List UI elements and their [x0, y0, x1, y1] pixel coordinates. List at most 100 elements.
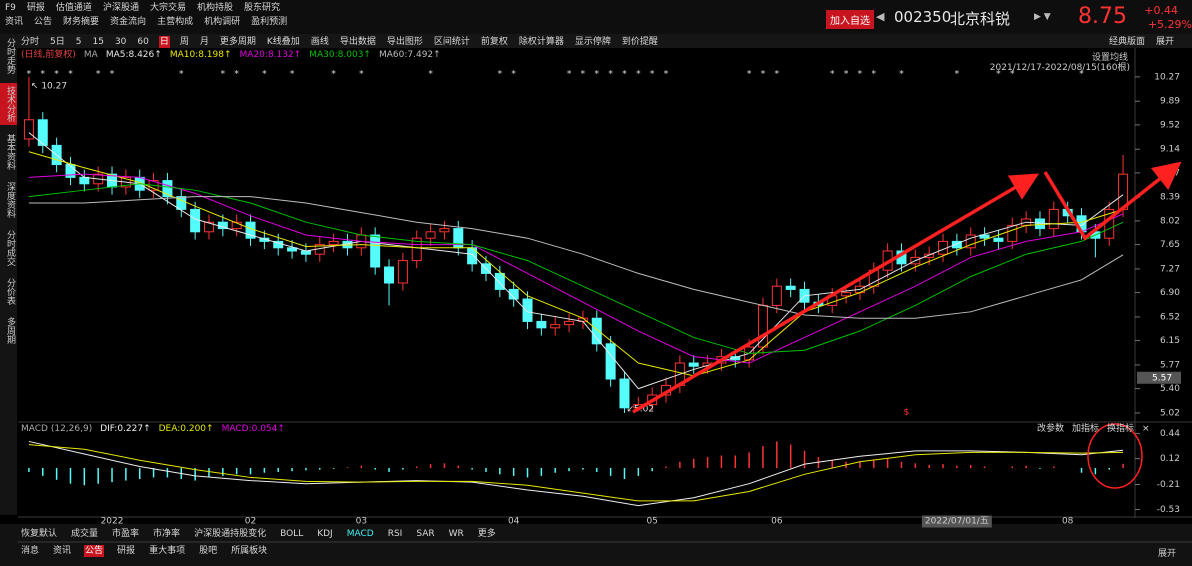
- menu-item[interactable]: 公告: [34, 17, 53, 27]
- toolbar-item[interactable]: 周: [179, 37, 189, 47]
- y-tick-label: 7.27: [1160, 264, 1180, 274]
- bottom-tab[interactable]: 消息: [21, 546, 40, 556]
- toolbar-item[interactable]: 经典版面: [1109, 37, 1146, 47]
- signal-mark: *: [234, 70, 239, 80]
- indicator-tab[interactable]: RSI: [387, 529, 403, 539]
- bottom-tab[interactable]: 股吧: [199, 546, 218, 556]
- side-tab[interactable]: 技术分析: [0, 83, 17, 125]
- cursor-box: [1137, 371, 1181, 384]
- menu-item[interactable]: 大宗交易: [149, 3, 186, 13]
- menu-item[interactable]: 估值通道: [55, 3, 92, 13]
- side-tab[interactable]: 分价表: [5, 278, 15, 305]
- toolbar-item[interactable]: 前复权: [480, 37, 508, 47]
- candle-body: [522, 298, 533, 322]
- legend-ma: MA: [83, 50, 98, 60]
- toolbar-item[interactable]: 导出数据: [339, 37, 376, 47]
- add-watch-button[interactable]: 加入自选: [826, 10, 874, 29]
- expand-button[interactable]: 展开: [1158, 549, 1177, 559]
- indicator-tab[interactable]: BOLL: [280, 529, 304, 539]
- bottom-tab[interactable]: 重大事项: [149, 546, 186, 556]
- signal-mark: *: [498, 70, 503, 80]
- bottom-tab[interactable]: 研报: [117, 546, 136, 556]
- highlight-circle: [1087, 423, 1143, 489]
- indicator-button[interactable]: 换指标: [1107, 424, 1135, 434]
- menu-item[interactable]: 资讯: [5, 17, 24, 27]
- menu-item[interactable]: 机构调研: [204, 17, 241, 27]
- candle-body: [605, 343, 616, 380]
- macd-legend: MACD (12,26,9) DIF:0.227↑ DEA:0.200↑ MACD:…: [20, 423, 286, 435]
- y-tick-label: 6.15: [1160, 336, 1180, 346]
- bottom-tab[interactable]: 公告: [84, 545, 105, 557]
- indicator-tab[interactable]: 市盈率: [112, 529, 140, 539]
- side-tab[interactable]: 分时成交: [5, 230, 15, 266]
- toolbar-item[interactable]: K线叠加: [266, 37, 300, 47]
- indicator-tab[interactable]: WR: [448, 529, 464, 539]
- toolbar-item[interactable]: 区间统计: [433, 37, 470, 47]
- menu-item[interactable]: 研报: [26, 3, 45, 13]
- toolbar-item[interactable]: 显示停牌: [574, 37, 611, 47]
- bottom-tabs: 消息 资讯 公告 研报 重大事项 股吧 所属板块: [20, 545, 268, 557]
- y-tick-label: -0.21: [1157, 480, 1180, 490]
- indicator-tab[interactable]: 恢复默认: [21, 529, 58, 539]
- prev-arrow[interactable]: ◀: [876, 10, 885, 23]
- indicator-tab[interactable]: KDJ: [317, 529, 333, 539]
- indicator-button[interactable]: 加指标: [1072, 424, 1100, 434]
- menu-item[interactable]: 资金流向: [110, 17, 147, 27]
- cursor-date-box: [921, 515, 992, 528]
- toolbar-item[interactable]: 月: [199, 37, 209, 47]
- side-tab[interactable]: 深度资料: [5, 182, 15, 218]
- toolbar-item[interactable]: 导出图形: [386, 37, 423, 47]
- side-tab[interactable]: 基本资料: [5, 134, 15, 170]
- candle-body: [176, 196, 187, 210]
- indicator-tab[interactable]: MACD: [346, 529, 374, 539]
- signal-mark: *: [608, 70, 613, 80]
- candle-body: [203, 221, 214, 233]
- candle-body: [1034, 218, 1045, 230]
- toolbar-item[interactable]: 更多周期: [219, 37, 256, 47]
- side-tab[interactable]: 分时走势: [5, 38, 15, 74]
- bottom-tab[interactable]: 所属板块: [231, 546, 268, 556]
- toolbar-item[interactable]: 到价提醒: [621, 37, 658, 47]
- indicator-tab[interactable]: 成交量: [71, 529, 99, 539]
- toolbar-item[interactable]: 5日: [50, 37, 65, 47]
- signal-mark: *: [179, 70, 184, 80]
- toolbar-item[interactable]: 5: [75, 37, 82, 47]
- bottom-tab[interactable]: 资讯: [53, 546, 72, 556]
- toolbar-item[interactable]: 15: [92, 37, 104, 47]
- menu-item[interactable]: 财务摘要: [63, 17, 100, 27]
- nav-arrows[interactable]: ▶ ▼: [1034, 12, 1051, 22]
- signal-mark: *: [830, 70, 835, 80]
- settings-button[interactable]: 设置均线: [1092, 53, 1129, 63]
- candle-body: [370, 234, 381, 268]
- candle-body: [550, 324, 561, 329]
- indicator-tab[interactable]: 更多: [477, 529, 496, 539]
- candle-body: [287, 247, 298, 252]
- stock-code: 002350: [894, 8, 952, 26]
- indicator-tab[interactable]: 市净率: [153, 529, 181, 539]
- menu-item[interactable]: F9: [5, 3, 16, 13]
- menu-item[interactable]: 主营构成: [157, 17, 194, 27]
- toolbar-item[interactable]: 分时: [21, 37, 40, 47]
- signal-mark: *: [581, 70, 586, 80]
- menu-item[interactable]: 沪深股通: [102, 3, 139, 13]
- menu-item[interactable]: 机构持股: [196, 3, 233, 13]
- side-tab[interactable]: 多周期: [5, 317, 15, 344]
- indicator-tab[interactable]: 沪深股通持股变化: [194, 529, 267, 539]
- toolbar-item[interactable]: 画线: [310, 37, 329, 47]
- toolbar-item[interactable]: 展开: [1156, 37, 1175, 47]
- menu-item[interactable]: 股东研究: [243, 3, 280, 13]
- indicator-button[interactable]: ×: [1142, 424, 1150, 434]
- toolbar-item[interactable]: 60: [137, 37, 149, 47]
- candle-body: [494, 272, 505, 290]
- menu-item[interactable]: 盈利预测: [251, 17, 288, 27]
- signal-mark: *: [290, 70, 295, 80]
- toolbar-item[interactable]: 30: [114, 37, 127, 47]
- toolbar-item[interactable]: 日: [158, 36, 170, 48]
- indicator-tab[interactable]: SAR: [416, 529, 435, 539]
- indicator-button[interactable]: 改参数: [1037, 424, 1065, 434]
- toolbar-item[interactable]: 除权计算器: [518, 37, 564, 47]
- candle-body: [951, 240, 962, 249]
- legend-subtitle: (日线,前复权): [21, 50, 76, 60]
- signal-mark: *: [27, 70, 32, 80]
